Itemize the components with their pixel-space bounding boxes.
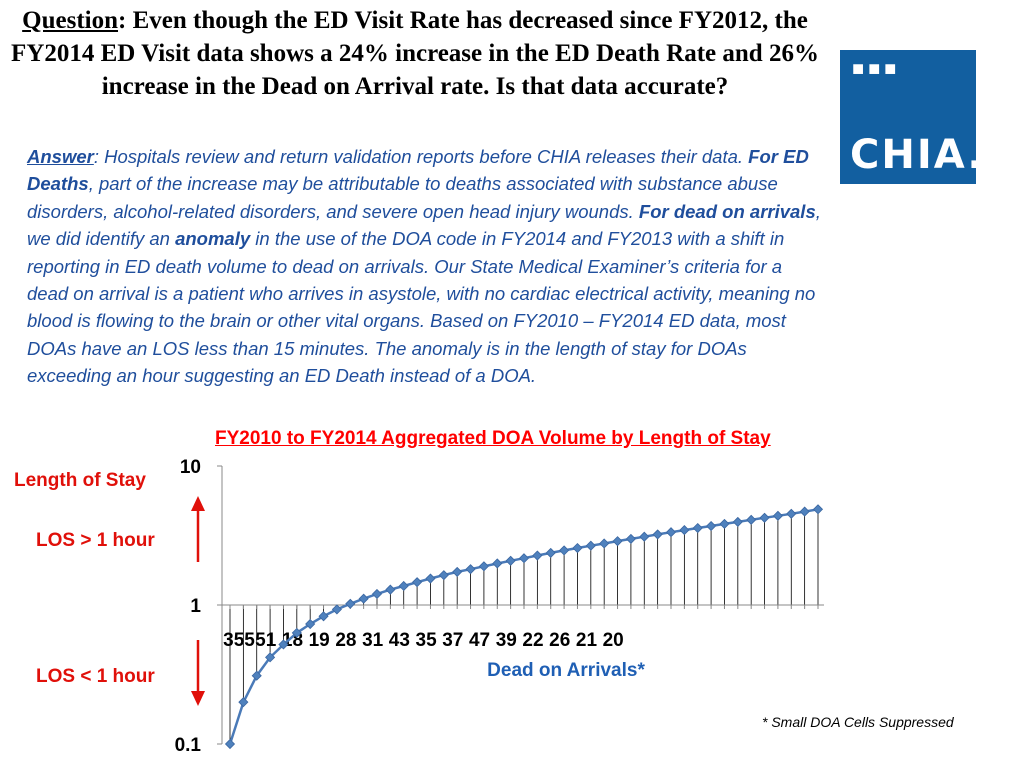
answer-bold-anomaly: anomaly — [175, 228, 251, 250]
data-point — [732, 516, 743, 527]
data-point — [305, 618, 316, 630]
data-point — [692, 522, 703, 534]
data-point — [679, 525, 690, 536]
x-tick-label: 39 — [496, 630, 517, 651]
x-tick-label: 20 — [603, 630, 624, 651]
data-point — [625, 533, 636, 544]
data-point — [639, 531, 650, 542]
chia-logo: ■■■ CHIA. — [840, 50, 983, 184]
los-lt-1-hour-label: LOS < 1 hour — [36, 666, 155, 687]
data-point — [518, 553, 530, 564]
data-point — [492, 558, 503, 569]
data-point — [545, 547, 556, 558]
data-point — [572, 542, 583, 554]
y-tick-label: 1 — [190, 596, 201, 617]
data-point — [652, 529, 663, 540]
answer-text-1: : Hospitals review and return validation… — [93, 146, 749, 167]
data-point — [759, 512, 770, 523]
series-line — [228, 508, 819, 745]
logo-wordmark: CHIA. — [850, 132, 985, 178]
data-point — [385, 584, 396, 595]
answer-text-2: , part of the increase may be attributab… — [27, 173, 778, 222]
data-point — [251, 670, 262, 681]
data-point — [345, 598, 356, 609]
data-point — [398, 580, 409, 592]
data-point — [812, 504, 824, 515]
data-point — [318, 611, 329, 622]
chart-title: FY2010 to FY2014 Aggregated DOA Volume b… — [215, 428, 771, 449]
data-point — [665, 527, 677, 538]
up-arrow-head — [191, 496, 205, 511]
x-tick-label: 35 — [416, 630, 438, 651]
data-point — [238, 697, 249, 708]
answer-paragraph: Answer: Hospitals review and return vali… — [27, 143, 827, 390]
data-point — [746, 514, 757, 525]
data-point — [331, 604, 342, 615]
answer-text-3: , we did identify an — [27, 200, 821, 250]
x-tick-label: 22 — [522, 630, 543, 651]
answer-label: Answer — [27, 146, 94, 167]
answer-bold-dead-on-arrivals: dead on arrivals — [673, 200, 816, 222]
data-point — [706, 520, 717, 532]
question-label: Question — [22, 7, 119, 34]
x-tick-label: 43 — [389, 630, 410, 651]
x-tick-label: 51 — [255, 630, 277, 651]
data-point — [425, 573, 436, 584]
x-tick-label: 21 — [576, 630, 598, 651]
x-tick-label: 28 — [335, 630, 356, 651]
data-point — [224, 738, 236, 750]
data-point — [478, 561, 489, 572]
answer-bold-for: For — [638, 200, 674, 222]
data-point — [772, 510, 783, 521]
question-text: : Even though the ED Visit Rate has decr… — [11, 7, 819, 100]
x-tick-label: 31 — [362, 630, 384, 651]
footnote: * Small DOA Cells Suppressed — [762, 714, 954, 730]
data-point — [465, 564, 476, 575]
answer-bold-ed-deaths: For ED Deaths — [27, 146, 809, 195]
data-point — [358, 593, 369, 604]
data-point — [371, 588, 383, 600]
data-point — [612, 536, 623, 547]
data-point — [278, 639, 289, 650]
data-point — [452, 566, 463, 577]
los-gt-1-hour-label: LOS > 1 hour — [36, 530, 155, 551]
data-point — [532, 550, 543, 561]
answer-text-4: in the use of the DOA code in FY2014 and… — [27, 228, 816, 387]
logo-dots: ■■■ — [852, 58, 901, 80]
length-of-stay-label: Length of Stay — [14, 470, 146, 491]
y-tick-label: 10 — [180, 457, 201, 478]
x-axis-label: Dead on Arrivals* — [487, 660, 645, 681]
x-tick-label: 47 — [469, 630, 490, 651]
x-tick-label: 26 — [549, 630, 570, 651]
data-point — [599, 538, 610, 549]
data-point — [505, 555, 516, 566]
data-point — [265, 652, 276, 663]
x-tick-label: 37 — [442, 630, 463, 651]
data-point — [291, 627, 302, 638]
down-arrow-head — [191, 691, 205, 706]
data-point — [799, 506, 810, 517]
data-point — [412, 577, 423, 588]
y-tick-label: 0.1 — [175, 735, 202, 756]
data-point — [786, 508, 797, 519]
data-point — [559, 545, 570, 556]
question-heading: Question: Even though the ED Visit Rate … — [0, 4, 830, 103]
data-point — [719, 518, 730, 530]
x-tick-label: 355 — [223, 630, 255, 651]
x-tick-label: 19 — [309, 630, 330, 651]
data-point — [438, 570, 449, 581]
data-point — [585, 540, 596, 551]
